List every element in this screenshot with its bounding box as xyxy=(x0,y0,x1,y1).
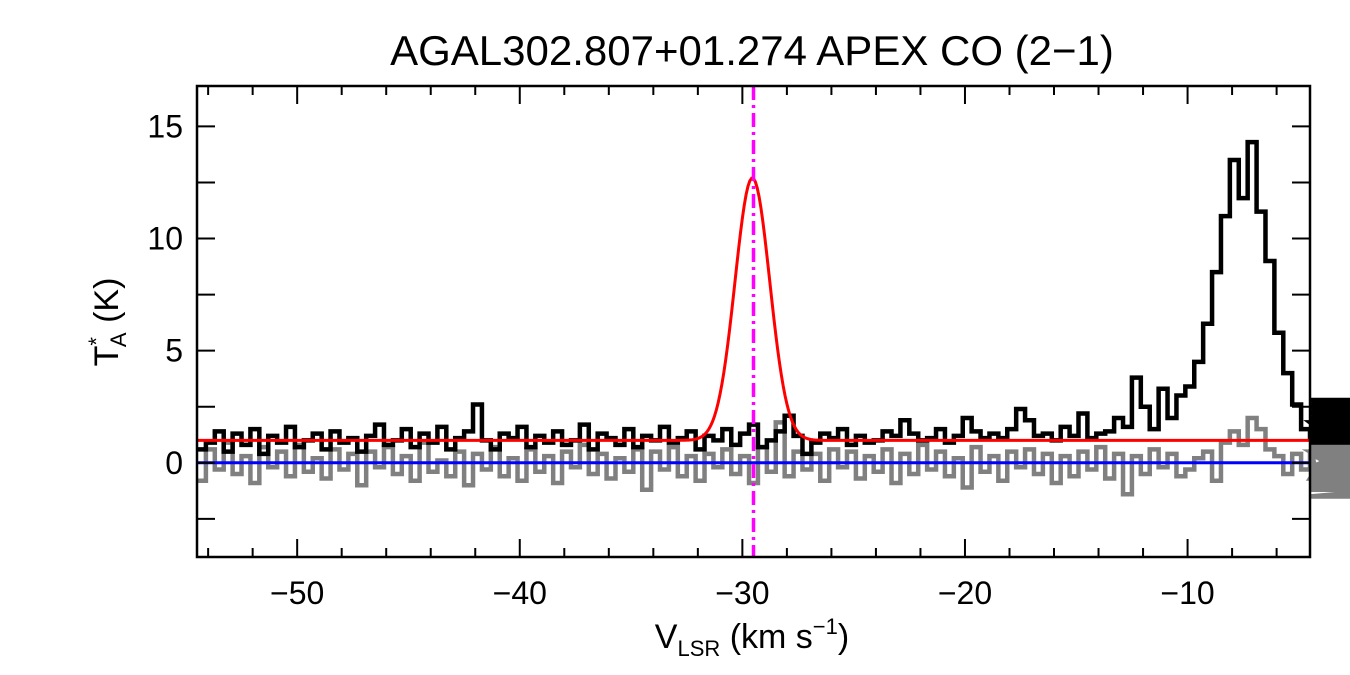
y-axis-label-sub: A xyxy=(106,332,131,347)
residual-spectrum xyxy=(197,415,1350,499)
x-tick-label: −30 xyxy=(715,575,769,611)
x-tick-label: −50 xyxy=(270,575,324,611)
plot-frame xyxy=(195,84,1312,559)
x-axis-label-unit: (km s xyxy=(720,618,813,656)
chart-title: AGAL302.807+01.274 APEX CO (2−1) xyxy=(390,27,1114,74)
y-axis-label-unit: (K) xyxy=(88,278,126,333)
axis-tick-labels: −50 −40 −30 −20 −10 0 5 10 15 xyxy=(147,108,1214,611)
x-tick-label: −20 xyxy=(938,575,992,611)
y-tick-label: 10 xyxy=(147,221,183,257)
residual-histogram-line xyxy=(197,415,1350,499)
axis-ticks xyxy=(197,86,1310,557)
y-tick-label: 15 xyxy=(147,108,183,144)
y-tick-label: 0 xyxy=(165,445,183,481)
x-axis-label-close: ) xyxy=(838,618,849,656)
y-axis-label-sup: * xyxy=(84,337,109,346)
y-axis-label-main: T xyxy=(88,346,126,367)
x-tick-label: −40 xyxy=(493,575,547,611)
x-axis-label: VLSR (km s−1) xyxy=(655,614,849,661)
y-tick-label: 5 xyxy=(165,333,183,369)
y-axis-label: T*A (K) xyxy=(84,278,131,367)
x-axis-label-sup: −1 xyxy=(813,614,838,639)
x-axis-label-sub: LSR xyxy=(677,636,720,661)
x-tick-label: −10 xyxy=(1160,575,1214,611)
x-axis-label-main: V xyxy=(655,618,678,656)
